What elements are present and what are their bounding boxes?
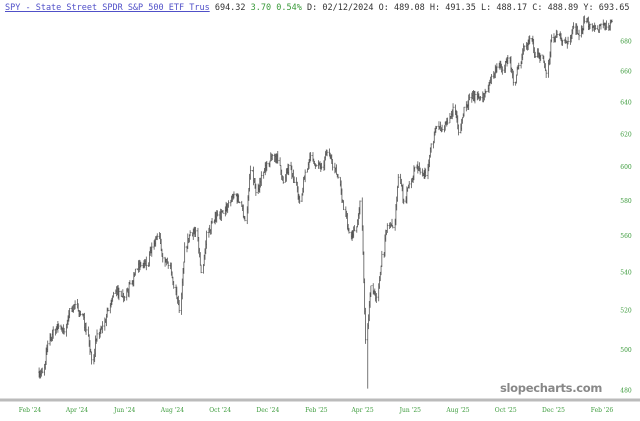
bar-date: D: 02/12/2024 bbox=[307, 3, 374, 13]
bar-open: O: 489.08 bbox=[378, 3, 425, 13]
bar-high: H: 491.35 bbox=[429, 3, 476, 13]
y-tick-label: 680 bbox=[620, 39, 632, 46]
symbol-link[interactable]: SPY - State Street SPDR S&P 500 ETF Trus bbox=[5, 3, 210, 13]
bar-y: Y: 693.65 bbox=[583, 3, 630, 13]
x-tick-label: Aug '24 bbox=[160, 407, 184, 414]
x-tick-label: Feb '26 bbox=[591, 407, 614, 414]
y-tick-label: 520 bbox=[620, 307, 632, 314]
y-tick-label: 480 bbox=[620, 388, 632, 395]
x-tick-label: Jun '25 bbox=[399, 407, 422, 414]
x-tick-label: Aug '25 bbox=[445, 407, 469, 414]
y-tick-label: 540 bbox=[620, 270, 632, 277]
y-tick-label: 660 bbox=[620, 69, 632, 76]
last-price: 694.32 bbox=[214, 3, 246, 13]
y-tick-label: 620 bbox=[620, 131, 632, 138]
x-tick-label: Feb '24 bbox=[19, 407, 42, 414]
x-tick-label: Oct '25 bbox=[495, 407, 517, 414]
price-change-pct: 0.54% bbox=[276, 3, 302, 13]
chart-header: SPY - State Street SPDR S&P 500 ETF Trus… bbox=[5, 3, 629, 13]
price-change: 3.70 bbox=[250, 3, 272, 13]
watermark: slopecharts.com bbox=[500, 381, 603, 395]
x-tick-label: Dec '24 bbox=[256, 407, 279, 414]
y-tick-label: 580 bbox=[620, 198, 632, 205]
y-tick-label: 600 bbox=[620, 164, 632, 171]
y-tick-label: 560 bbox=[620, 233, 632, 240]
y-tick-label: 640 bbox=[620, 99, 632, 106]
x-tick-label: Feb '25 bbox=[305, 407, 328, 414]
x-tick-label: Apr '24 bbox=[65, 407, 88, 414]
y-tick-label: 500 bbox=[620, 347, 632, 354]
bar-close: C: 488.89 bbox=[532, 3, 579, 13]
bar-low: L: 488.17 bbox=[481, 3, 528, 13]
x-tick-label: Apr '25 bbox=[350, 407, 373, 414]
x-tick-label: Jun '24 bbox=[113, 407, 136, 414]
x-tick-label: Oct '24 bbox=[209, 407, 231, 414]
x-tick-label: Dec '25 bbox=[542, 407, 565, 414]
